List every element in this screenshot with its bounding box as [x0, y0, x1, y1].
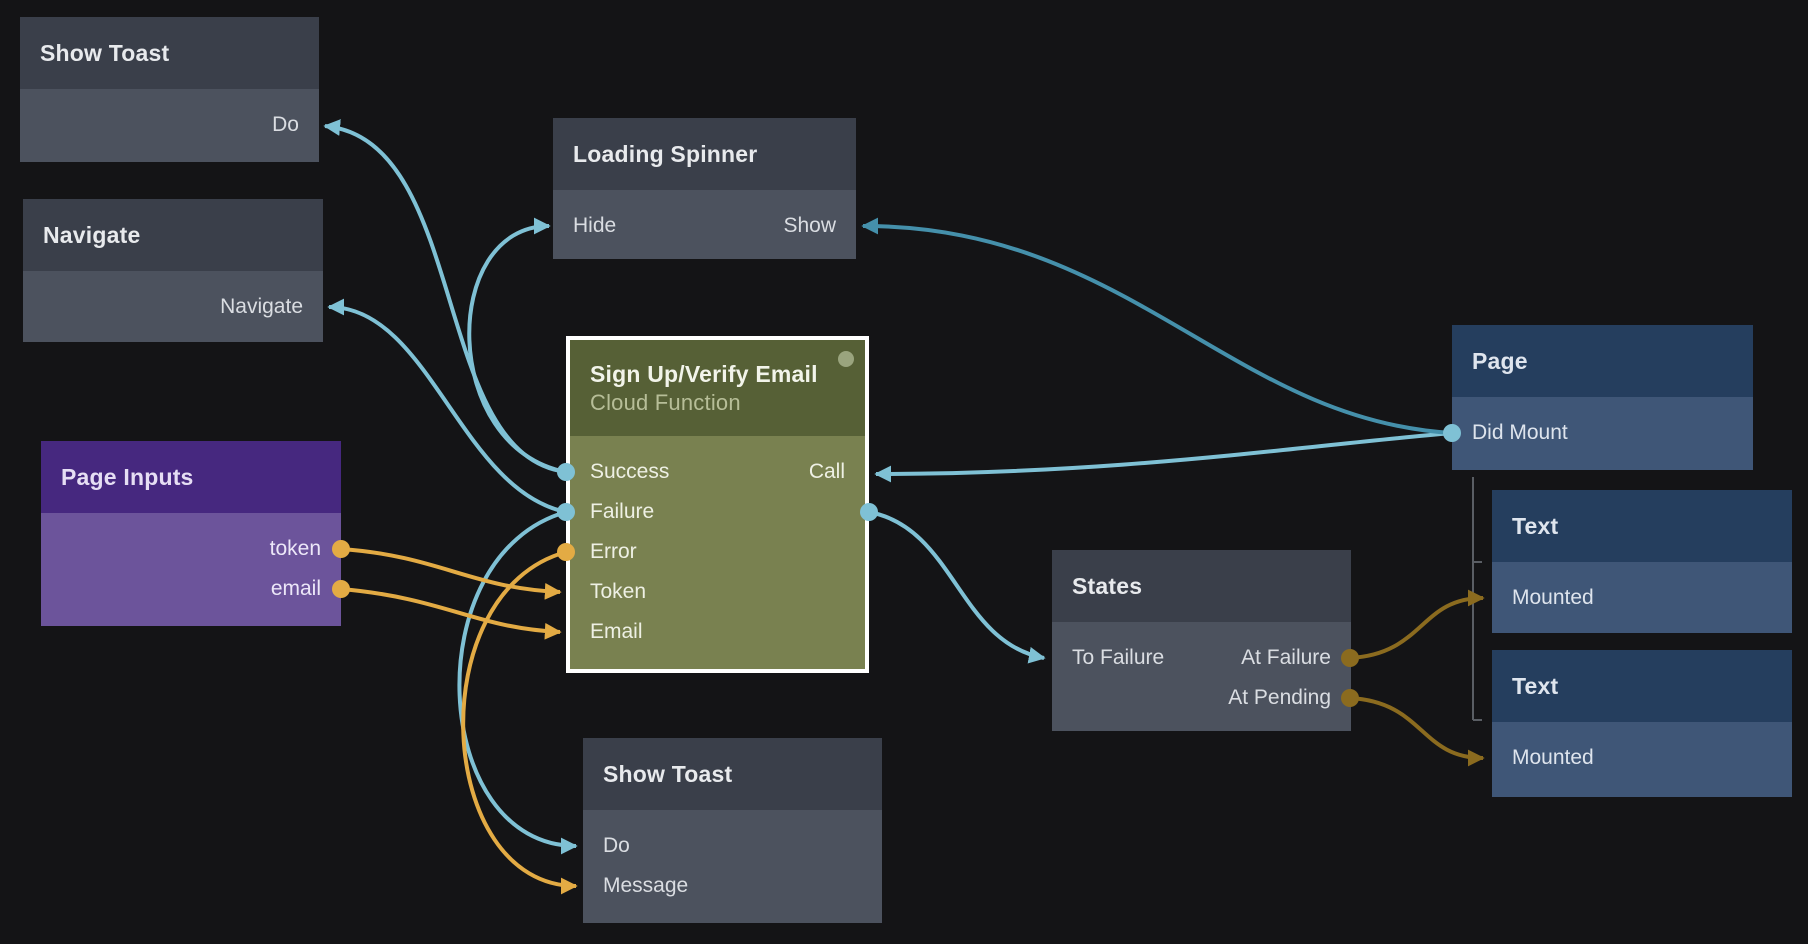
port-at-failure[interactable]: At Failure: [1241, 646, 1331, 669]
connection-failure-to-navigate[interactable]: [327, 298, 567, 514]
port-mounted[interactable]: Mounted: [1492, 738, 1792, 778]
port-call[interactable]: Call: [808, 460, 845, 483]
port-hide[interactable]: Hide: [573, 214, 617, 237]
port-show[interactable]: Show: [783, 214, 836, 237]
connection-failure-to-states-tofailure[interactable]: [868, 510, 1046, 664]
node-text-2[interactable]: Text Mounted: [1492, 650, 1792, 797]
port-email[interactable]: Email: [590, 620, 643, 643]
port-to-failure[interactable]: To Failure: [1072, 646, 1165, 669]
node-subtitle: Cloud Function: [590, 389, 741, 415]
port-token[interactable]: token: [41, 529, 341, 569]
connection-atfailure-to-text1-mounted[interactable]: [1349, 589, 1485, 660]
connection-success-to-showtoast1-do[interactable]: [323, 119, 567, 474]
port-token[interactable]: Token: [590, 580, 647, 603]
connection-token-to-token[interactable]: [340, 547, 562, 600]
port-error[interactable]: Error: [590, 540, 637, 563]
node-title: Show Toast: [20, 17, 319, 89]
port-do[interactable]: Do: [20, 105, 319, 145]
tree-connector-line: [1472, 477, 1482, 721]
node-title: States: [1052, 550, 1351, 622]
node-show-toast-2[interactable]: Show Toast Do Message: [583, 738, 882, 923]
port-label: token: [269, 537, 321, 560]
port-label: Mounted: [1512, 746, 1594, 769]
node-text-1[interactable]: Text Mounted: [1492, 490, 1792, 633]
port-success[interactable]: Success: [590, 460, 670, 483]
port-label: Mounted: [1512, 586, 1594, 609]
port-failure[interactable]: Failure: [590, 500, 655, 523]
node-states[interactable]: States To Failure At Failure At Pending: [1052, 550, 1351, 731]
node-page-inputs[interactable]: Page Inputs token email: [41, 441, 341, 626]
port-navigate[interactable]: Navigate: [23, 287, 323, 327]
node-loading-spinner[interactable]: Loading Spinner Hide Show: [553, 118, 856, 259]
port-label: Do: [603, 834, 630, 857]
connection-error-to-showtoast2-message[interactable]: [461, 550, 578, 895]
node-title: Sign Up/Verify Email: [590, 360, 818, 387]
connection-didmount-to-call[interactable]: [874, 431, 1453, 483]
port-label: Did Mount: [1472, 421, 1568, 444]
port-label: Do: [272, 113, 299, 136]
node-cloud-function[interactable]: Sign Up/Verify Email Cloud Function Succ…: [566, 336, 869, 673]
node-show-toast-1[interactable]: Show Toast Do: [20, 17, 319, 162]
node-title: Page Inputs: [41, 441, 341, 513]
port-mounted[interactable]: Mounted: [1492, 578, 1792, 618]
port-label: Message: [603, 874, 689, 897]
node-title: Loading Spinner: [553, 118, 856, 190]
node-page[interactable]: Page Did Mount: [1452, 325, 1753, 470]
port-email[interactable]: email: [41, 569, 341, 609]
connection-success-to-spinner-hide[interactable]: [467, 217, 567, 474]
node-title: Show Toast: [583, 738, 882, 810]
port-message[interactable]: Message: [583, 866, 882, 906]
port-do[interactable]: Do: [583, 826, 882, 866]
connection-atpending-to-text2-mounted[interactable]: [1349, 696, 1485, 767]
port-label: Navigate: [220, 295, 303, 318]
connection-failure-to-showtoast2-do[interactable]: [457, 510, 578, 855]
port-label: email: [270, 577, 321, 600]
port-at-pending[interactable]: At Pending: [1228, 686, 1331, 709]
node-title: Text: [1492, 490, 1792, 562]
node-title: Navigate: [23, 199, 323, 271]
node-navigate[interactable]: Navigate Navigate: [23, 199, 323, 342]
node-title: Text: [1492, 650, 1792, 722]
node-title: Page: [1452, 325, 1753, 397]
port-did-mount[interactable]: Did Mount: [1452, 413, 1753, 453]
connection-email-to-email[interactable]: [340, 587, 562, 640]
connection-didmount-to-spinner-show[interactable]: [861, 217, 1453, 435]
